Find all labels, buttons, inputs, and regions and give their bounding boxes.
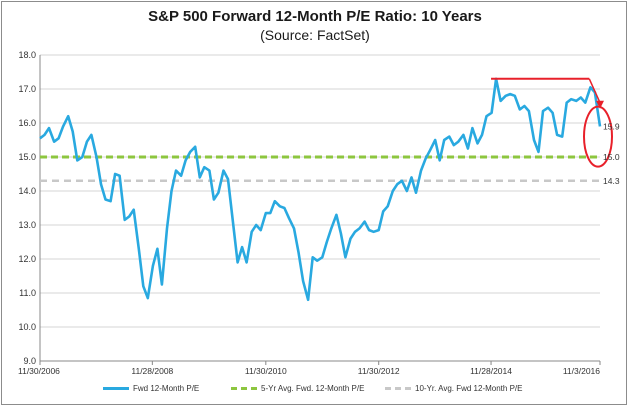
x-tick-label: 11/30/2012 (358, 366, 400, 376)
highlight-ellipse (583, 105, 613, 168)
decline-arrow-shaft (588, 78, 601, 104)
y-tick-label: 14.0 (18, 186, 36, 196)
legend-swatch-5yr-avg (231, 387, 257, 390)
legend-label-5yr-avg: 5-Yr Avg. Fwd. 12-Month P/E (261, 384, 365, 393)
y-tick-label: 10.0 (18, 322, 36, 332)
legend-label-10yr-avg: 10-Yr. Avg. Fwd 12-Month P/E (415, 384, 523, 393)
y-tick-label: 16.0 (18, 118, 36, 128)
x-tick-label: 11/28/2014 (470, 366, 512, 376)
end-value-label: 15.9 (603, 121, 620, 131)
fwd-pe-series-line (39, 77, 602, 302)
y-tick-label: 13.0 (18, 220, 36, 230)
y-tick-label: 12.0 (18, 254, 36, 264)
legend-label-fwd-pe: Fwd 12-Month P/E (133, 384, 200, 393)
y-tick-label: 9.0 (23, 356, 36, 366)
x-tick-label: 11/3/2016 (563, 366, 600, 376)
decline-arrow-head (596, 100, 604, 109)
chart-subtitle: (Source: FactSet) (260, 27, 370, 43)
y-tick-label: 15.0 (18, 152, 36, 162)
y-tick-label: 11.0 (19, 288, 36, 298)
legend-item-10yr-avg: 10-Yr. Avg. Fwd 12-Month P/E (385, 384, 522, 393)
legend-item-fwd-pe: Fwd 12-Month P/E (103, 384, 199, 393)
end-value-label: 14.3 (603, 176, 620, 186)
y-tick-label: 17.0 (18, 84, 36, 94)
y-tick-label: 18.0 (18, 50, 36, 60)
x-tick-label: 11/30/2010 (245, 366, 287, 376)
chart-title: S&P 500 Forward 12-Month P/E Ratio: 10 Y… (148, 8, 482, 25)
chart-legend: Fwd 12-Month P/E 5-Yr Avg. Fwd. 12-Month… (0, 384, 630, 398)
legend-swatch-10yr-avg (385, 387, 411, 390)
legend-item-5yr-avg: 5-Yr Avg. Fwd. 12-Month P/E (231, 384, 364, 393)
end-value-label: 15.0 (603, 152, 620, 162)
x-tick-label: 11/28/2008 (131, 366, 173, 376)
legend-swatch-fwd-pe (103, 387, 129, 390)
x-tick-label: 11/30/2006 (18, 366, 60, 376)
